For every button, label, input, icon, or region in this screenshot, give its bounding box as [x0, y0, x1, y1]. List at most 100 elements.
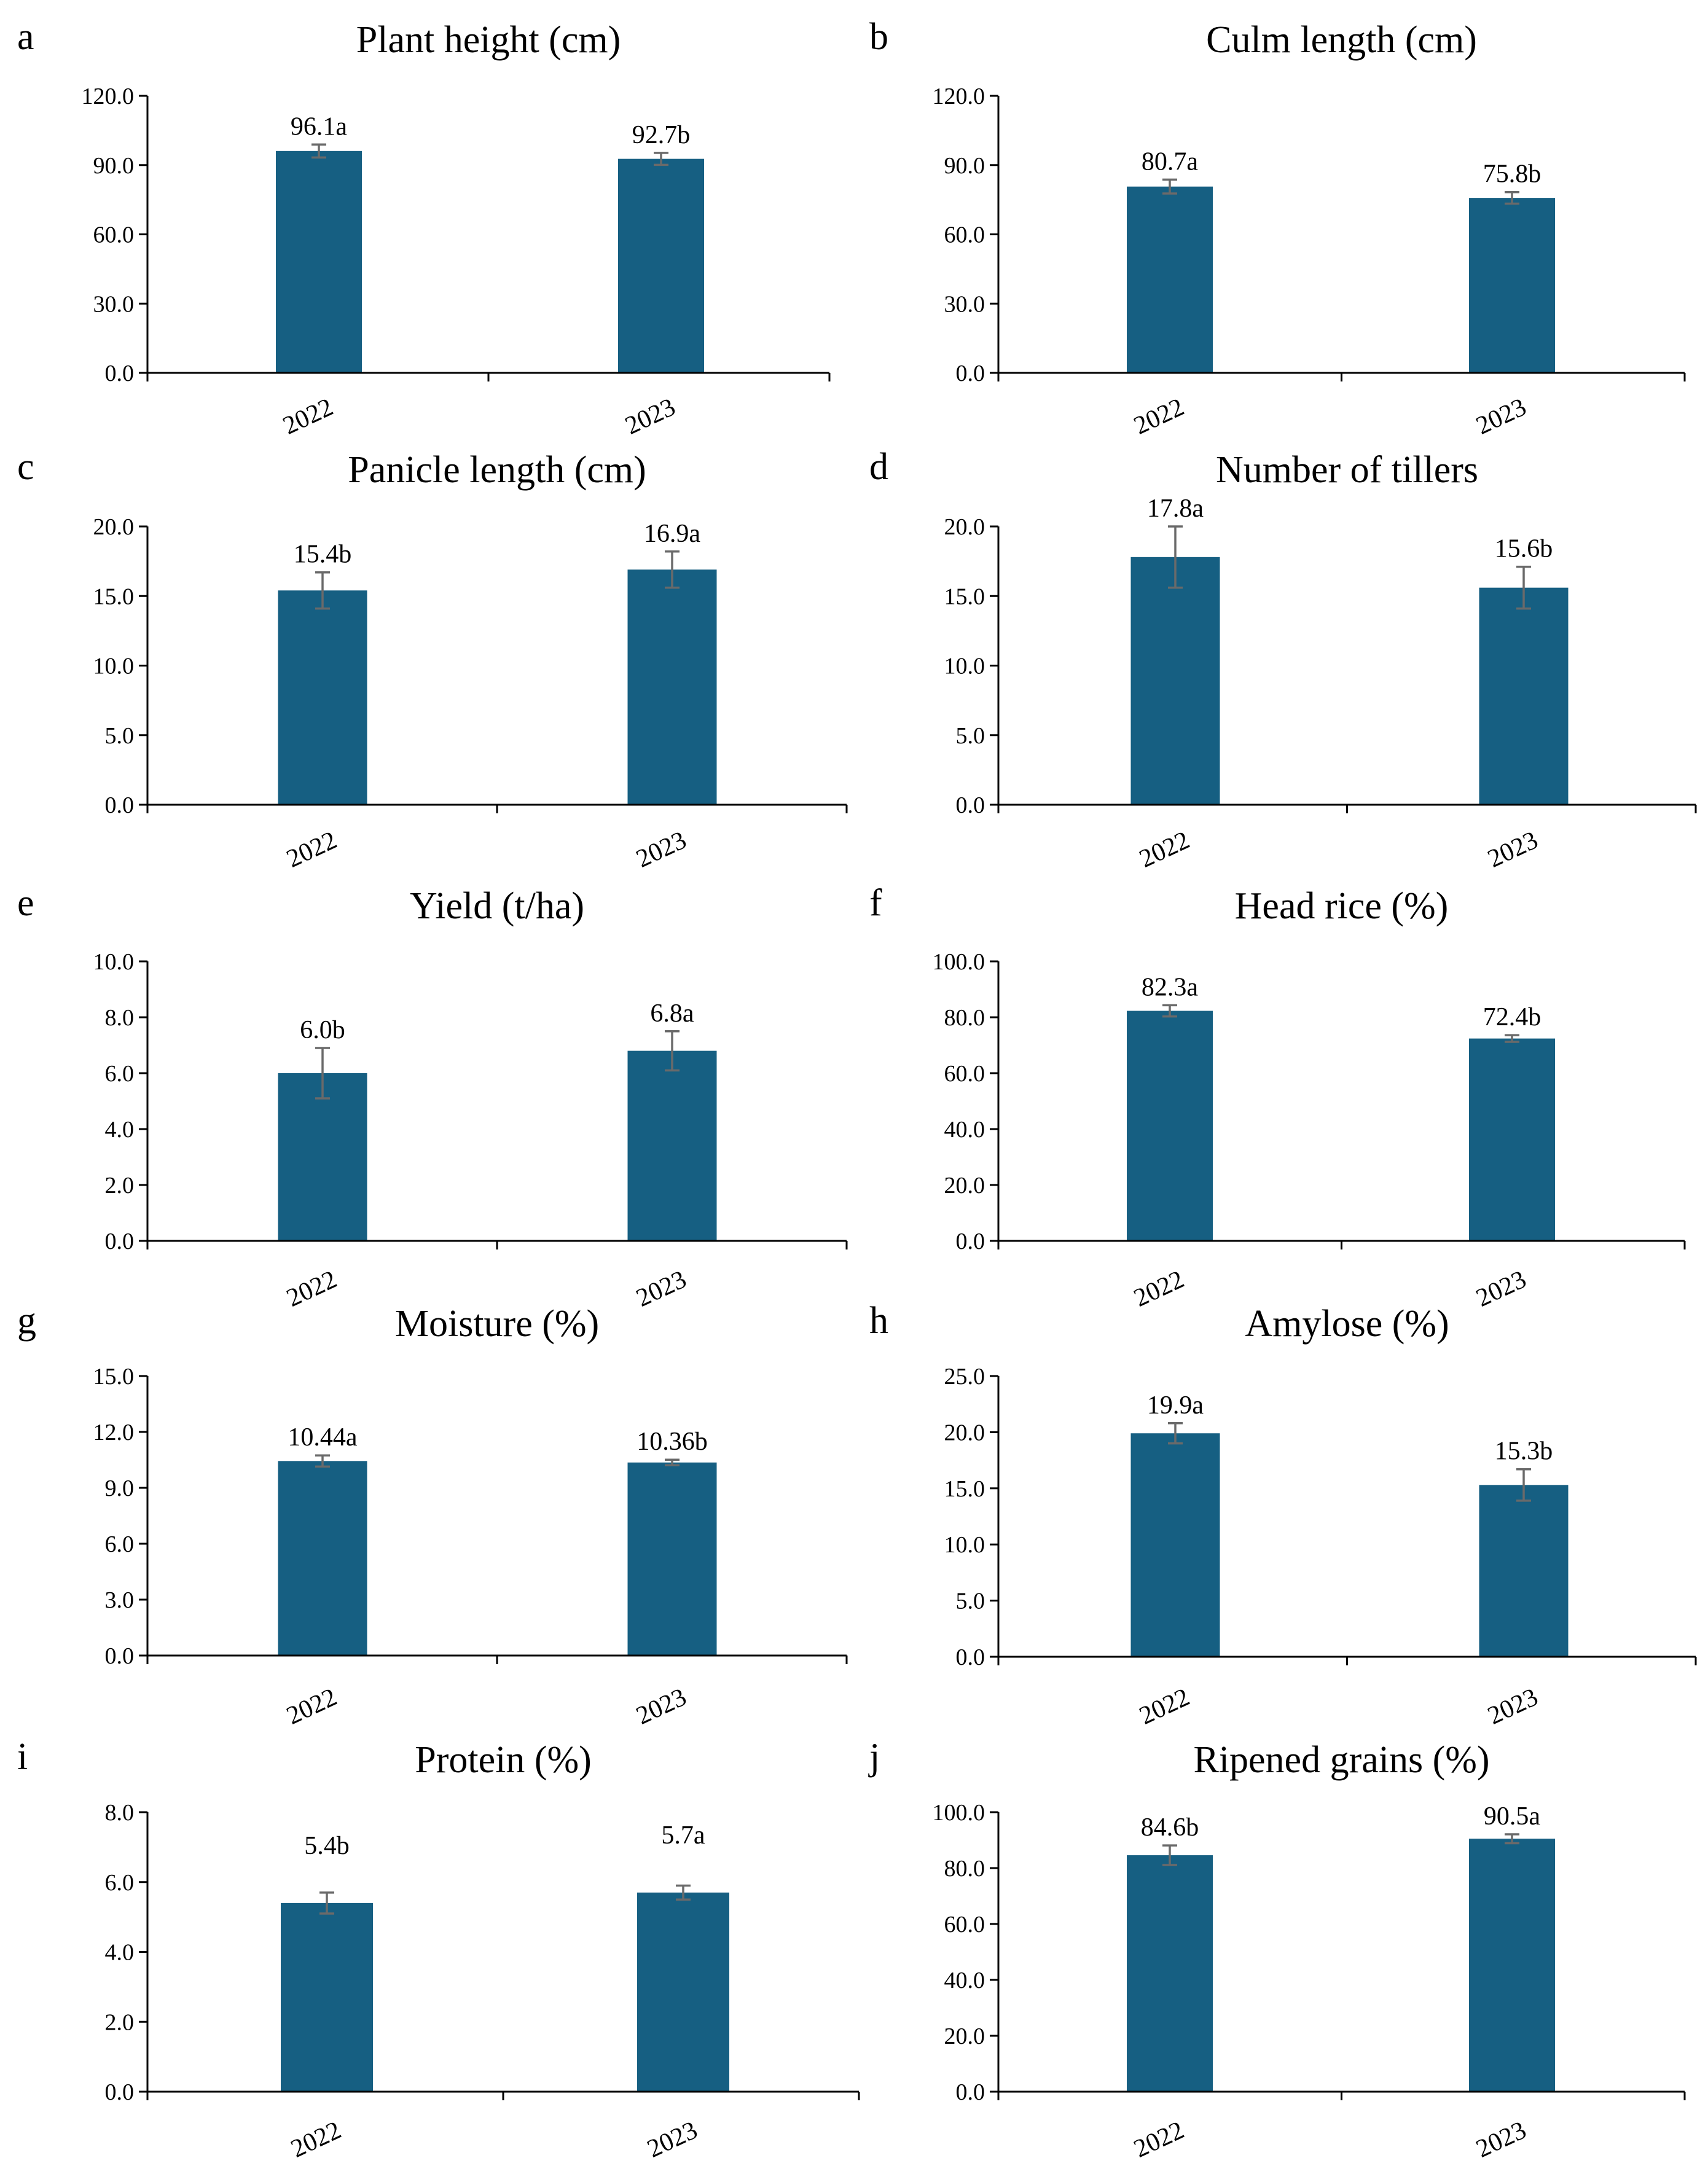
y-tick-label: 40.0: [944, 1117, 985, 1143]
x-category-label: 2022: [287, 2116, 346, 2164]
y-tick-label: 0.0: [956, 2079, 985, 2105]
bar-2023: [1469, 1839, 1555, 2092]
y-tick-label: 2.0: [105, 1173, 135, 1198]
x-category-label: 2023: [621, 393, 680, 440]
data-label: 75.8b: [1483, 160, 1542, 189]
bar-2023: [637, 1892, 729, 2092]
error-bar: [1162, 1004, 1177, 1018]
y-tick-label: 80.0: [944, 1005, 985, 1031]
y-tick-label: 6.0: [105, 1870, 135, 1896]
data-label: 82.3a: [1142, 973, 1199, 1001]
y-tick-label: 90.0: [93, 153, 135, 179]
panel-letter: f: [869, 882, 882, 924]
chart-panel-c: c Panicle length (cm) 0.0 5.0 10.0 15.0 20.0 15…: [17, 446, 848, 874]
chart-title: Number of tillers: [1216, 449, 1478, 491]
x-category-label: 2022: [283, 1683, 342, 1730]
data-label: 92.7b: [632, 121, 691, 149]
x-category-label: 2022: [1135, 826, 1194, 874]
y-tick-label: 30.0: [93, 291, 135, 317]
y-tick-label: 10.0: [93, 654, 135, 679]
y-tick-label: 10.0: [93, 949, 135, 975]
bar-2022: [1127, 186, 1213, 373]
bar-2023: [618, 158, 704, 373]
x-category-label: 2023: [1472, 393, 1531, 440]
bar-2023: [1479, 1485, 1569, 1657]
panel-letter: h: [869, 1300, 888, 1342]
x-category-label: 2023: [632, 1265, 691, 1313]
data-label: 15.6b: [1495, 535, 1553, 563]
error-bar: [654, 152, 668, 166]
chart-title: Ripened grains (%): [1193, 1739, 1489, 1781]
y-tick-label: 0.0: [105, 1643, 135, 1669]
data-label: 84.6b: [1141, 1813, 1199, 1842]
y-tick-label: 15.0: [944, 1476, 985, 1502]
y-tick-label: 40.0: [944, 1968, 985, 1993]
y-tick-label: 9.0: [105, 1476, 135, 1501]
chart-panel-i: i Protein (%) 0.0 2.0 4.0 6.0 8.0 5.4b 2022 5.7a 2…: [17, 1736, 860, 2164]
panel-letter: d: [869, 446, 888, 488]
bar-2022: [1127, 1011, 1213, 1241]
bar-2023: [627, 569, 717, 805]
y-tick-label: 5.0: [105, 723, 135, 749]
y-tick-label: 0.0: [105, 2079, 135, 2105]
bar-2022: [1127, 1855, 1213, 2092]
y-tick-label: 60.0: [944, 1061, 985, 1087]
y-tick-label: 12.0: [93, 1420, 135, 1445]
y-tick-label: 60.0: [93, 222, 135, 248]
x-category-label: 2022: [283, 1265, 342, 1313]
error-bar: [665, 1030, 680, 1072]
chart-panel-b: b Culm length (cm) 0.0 30.0 60.0 90.0 120.0 80.…: [869, 16, 1686, 440]
y-tick-label: 5.0: [956, 1589, 985, 1614]
y-tick-label: 0.0: [105, 792, 135, 818]
panel-letter: i: [17, 1736, 28, 1778]
chart-panel-a: a Plant height (cm) 0.0 30.0 60.0 90.0 120.0 96…: [17, 16, 831, 440]
y-tick-label: 30.0: [944, 291, 985, 317]
error-bar: [319, 1891, 334, 1915]
error-bar: [665, 550, 680, 589]
y-tick-label: 60.0: [944, 222, 985, 248]
chart-panel-h: h Amylose (%) 0.0 5.0 10.0 15.0 20.0 25.0 19.9a 2…: [869, 1300, 1697, 1730]
data-label: 90.5a: [1484, 1802, 1541, 1831]
y-tick-label: 10.0: [944, 654, 985, 679]
y-tick-label: 80.0: [944, 1856, 985, 1882]
data-label: 10.44a: [288, 1423, 358, 1452]
x-category-label: 2023: [632, 826, 691, 874]
bar-2023: [1479, 587, 1569, 805]
error-bar: [1505, 1833, 1519, 1845]
x-category-label: 2022: [279, 393, 338, 440]
chart-panel-j: j Ripened grains (%) 0.0 20.0 40.0 60.0 80.0 10…: [868, 1736, 1686, 2164]
panel-letter: a: [17, 16, 34, 58]
y-tick-label: 0.0: [105, 1229, 135, 1254]
x-category-label: 2022: [1130, 1265, 1189, 1313]
x-category-label: 2023: [1472, 2116, 1531, 2164]
chart-title: Culm length (cm): [1206, 19, 1477, 61]
x-category-label: 2023: [632, 1683, 691, 1730]
error-bar: [311, 143, 326, 159]
error-bar: [1505, 190, 1519, 205]
y-tick-label: 120.0: [82, 84, 135, 109]
bar-2022: [278, 1073, 367, 1241]
y-tick-label: 10.0: [944, 1532, 985, 1558]
chart-title: Amylose (%): [1245, 1303, 1449, 1345]
chart-panel-g: g Moisture (%) 0.0 3.0 6.0 9.0 12.0 15.0 10.44a 2…: [17, 1300, 848, 1730]
error-bar: [1516, 1468, 1531, 1502]
panel-letter: g: [17, 1300, 36, 1342]
bar-2023: [1469, 198, 1555, 373]
bar-2022: [276, 151, 362, 373]
error-bar: [315, 1454, 330, 1468]
data-label: 72.4b: [1483, 1003, 1542, 1031]
chart-title: Head rice (%): [1235, 885, 1449, 927]
y-tick-label: 5.0: [956, 723, 985, 749]
bar-2023: [627, 1462, 717, 1656]
y-tick-label: 90.0: [944, 153, 985, 179]
y-tick-label: 20.0: [944, 1420, 985, 1445]
data-label: 17.8a: [1147, 495, 1204, 523]
data-label: 15.3b: [1495, 1437, 1553, 1466]
chart-panel-d: d Number of tillers 0.0 5.0 10.0 15.0 20.0 17.8…: [869, 446, 1697, 874]
y-tick-label: 2.0: [105, 2009, 135, 2035]
error-bar: [1505, 1034, 1519, 1043]
y-tick-label: 0.0: [105, 361, 135, 386]
panel-letter: j: [868, 1736, 880, 1778]
y-tick-label: 15.0: [944, 584, 985, 609]
panel-letter: b: [869, 16, 888, 58]
